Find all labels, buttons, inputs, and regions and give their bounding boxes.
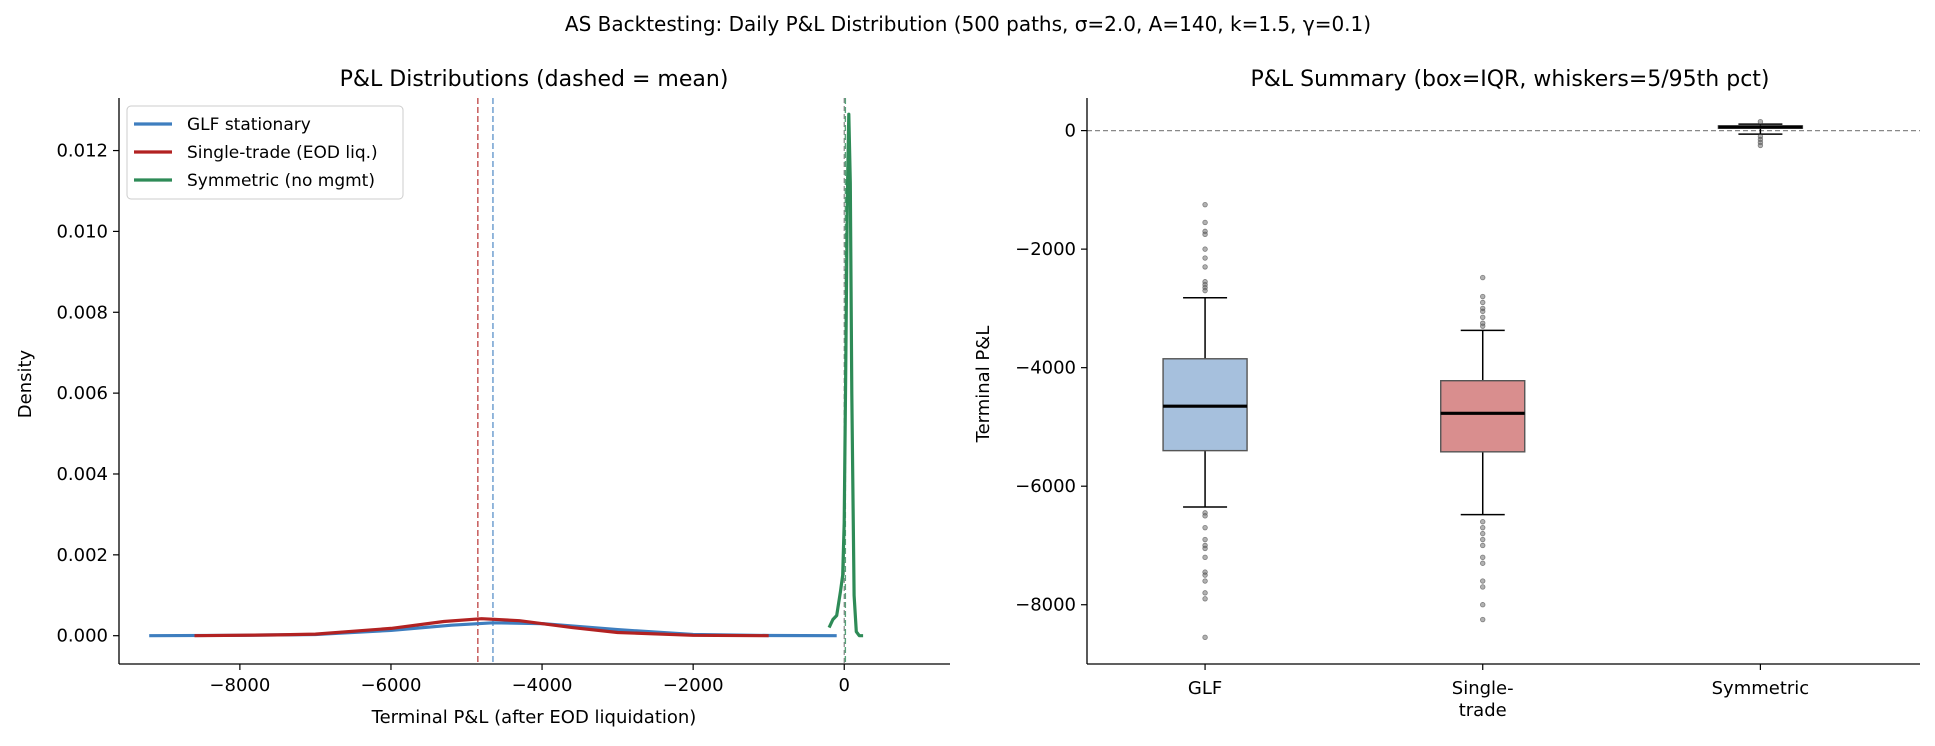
legend-frame [126, 105, 404, 200]
box-y-tick-label: −8000 [1015, 595, 1076, 616]
density-y-tick-label: 0.002 [56, 545, 108, 566]
box-y-ticks: 0 −2000 −4000 −6000 −8000 [1015, 121, 1087, 616]
density-y-tick-label: 0.010 [56, 221, 108, 242]
outlier-point [1480, 542, 1486, 549]
density-curve [827, 112, 864, 638]
box-x-tick-label: Single-trade [1452, 678, 1514, 721]
outlier-point [1202, 572, 1208, 578]
outlier-point [1202, 513, 1208, 519]
outlier-point [1202, 578, 1208, 584]
box-x-ticks: GLF Single-trade Symmetric [1188, 664, 1809, 721]
box-group [1162, 201, 1248, 641]
outlier-point [1480, 299, 1486, 306]
density-plot-area [149, 98, 864, 664]
box-y-tick-label: 0 [1065, 121, 1076, 142]
outlier-point [1480, 536, 1486, 543]
box-y-tick-label: −4000 [1015, 358, 1076, 379]
outlier-point [1480, 323, 1486, 329]
outlier-point [1480, 616, 1486, 623]
outlier-point [1480, 560, 1486, 566]
outlier-point [1202, 255, 1208, 261]
legend-label: Symmetric (no mgmt) [187, 171, 375, 191]
box-y-tick-label: −2000 [1015, 239, 1076, 260]
density-y-axis-label: Density [15, 349, 36, 418]
density-y-tick-label: 0.000 [56, 626, 108, 647]
density-y-tick-label: 0.012 [56, 141, 108, 162]
outlier-point [1202, 201, 1208, 208]
outlier-point [1202, 596, 1208, 602]
outlier-point [1480, 274, 1486, 281]
legend-items: GLF stationary Single-trade (EOD liq.) Sym… [134, 115, 378, 191]
iqr-box [1440, 380, 1526, 453]
box-group [1440, 274, 1526, 623]
outlier-point [1480, 524, 1486, 531]
legend-label: GLF stationary [187, 115, 311, 135]
box-x-tick-label: GLF [1188, 678, 1222, 699]
outlier-point [1202, 554, 1208, 561]
outlier-point [1202, 264, 1208, 270]
figure-suptitle: AS Backtesting: Daily P&L Distribution (… [565, 12, 1371, 36]
box-y-axis-label: Terminal P&L [973, 326, 994, 444]
density-y-tick-label: 0.004 [56, 464, 108, 485]
outlier-point [1202, 536, 1208, 543]
box-panel: P&L Summary (box=IQR, whiskers=5/95th pc… [973, 67, 1920, 721]
outlier-point [1202, 287, 1208, 294]
box-plot-area [1087, 119, 1920, 641]
box-group [1717, 119, 1804, 149]
box-chart-title: P&L Summary (box=IQR, whiskers=5/95th pc… [1250, 67, 1769, 92]
density-y-tick-label: 0.008 [56, 302, 108, 323]
density-y-tick-label: 0.006 [56, 383, 108, 404]
legend-label: Single-trade (EOD liq.) [187, 143, 378, 163]
outlier-point [1202, 590, 1208, 596]
outlier-point [1480, 293, 1486, 300]
density-x-axis-label: Terminal P&L (after EOD liquidation) [371, 707, 697, 728]
outlier-point [1480, 314, 1486, 320]
outlier-point [1202, 246, 1208, 252]
outlier-point [1480, 308, 1486, 315]
outlier-point [1480, 530, 1486, 537]
outlier-point [1480, 578, 1486, 584]
outlier-point [1480, 519, 1486, 525]
outlier-point [1480, 554, 1486, 561]
box-x-tick-label: Symmetric [1712, 678, 1810, 699]
density-chart-title: P&L Distributions (dashed = mean) [340, 67, 729, 92]
outlier-point [1480, 584, 1486, 590]
outlier-point [1202, 545, 1208, 552]
outlier-point [1202, 524, 1208, 531]
density-x-tick-label: −4000 [512, 675, 573, 696]
outlier-point [1480, 602, 1486, 608]
outlier-point [1757, 119, 1764, 125]
density-x-tick-label: −8000 [209, 675, 270, 696]
density-x-tick-label: −6000 [361, 675, 422, 696]
box-y-tick-label: −6000 [1015, 476, 1076, 497]
density-x-tick-label: 0 [839, 675, 850, 696]
outlier-point [1202, 634, 1208, 641]
density-legend: GLF stationary Single-trade (EOD liq.) Sym… [126, 105, 404, 200]
density-x-tick-label: −2000 [663, 675, 724, 696]
outlier-point [1202, 219, 1208, 226]
outlier-point [1757, 142, 1764, 149]
outlier-point [1202, 231, 1208, 238]
density-y-ticks: 0.000 0.002 0.004 0.006 0.008 0.010 0.012 [56, 141, 119, 647]
density-panel: P&L Distributions (dashed = mean) −8000−… [15, 67, 950, 728]
density-curve [194, 617, 769, 638]
density-x-ticks: −8000 −6000 −4000 −2000 0 [209, 664, 850, 696]
